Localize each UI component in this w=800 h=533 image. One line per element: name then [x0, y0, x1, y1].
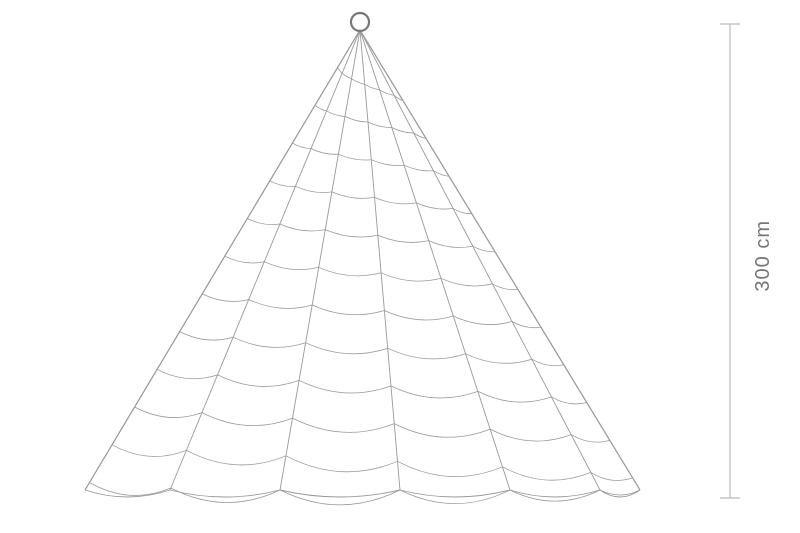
spiral-ring-11: [112, 445, 633, 481]
cone-outline-right: [360, 30, 640, 490]
spiral-ring-9: [157, 369, 587, 404]
cone-seam-3: [360, 30, 400, 490]
diagram-canvas: [0, 0, 800, 533]
spiral-ring-5: [247, 219, 495, 252]
cone-seam-4: [360, 30, 510, 490]
spiral-ring-10: [135, 407, 610, 442]
cone-seam-1: [170, 30, 360, 490]
dimension-height-label: 300 cm: [752, 220, 775, 292]
cone-base-edge: [85, 490, 640, 497]
cone-seam-5: [360, 30, 600, 490]
spiral-ring-7: [202, 294, 541, 328]
spiral-ring-6: [225, 256, 518, 289]
cone-seam-2: [280, 30, 360, 490]
spiral-ring-8: [180, 332, 564, 366]
hanger-ring-icon: [351, 13, 369, 31]
